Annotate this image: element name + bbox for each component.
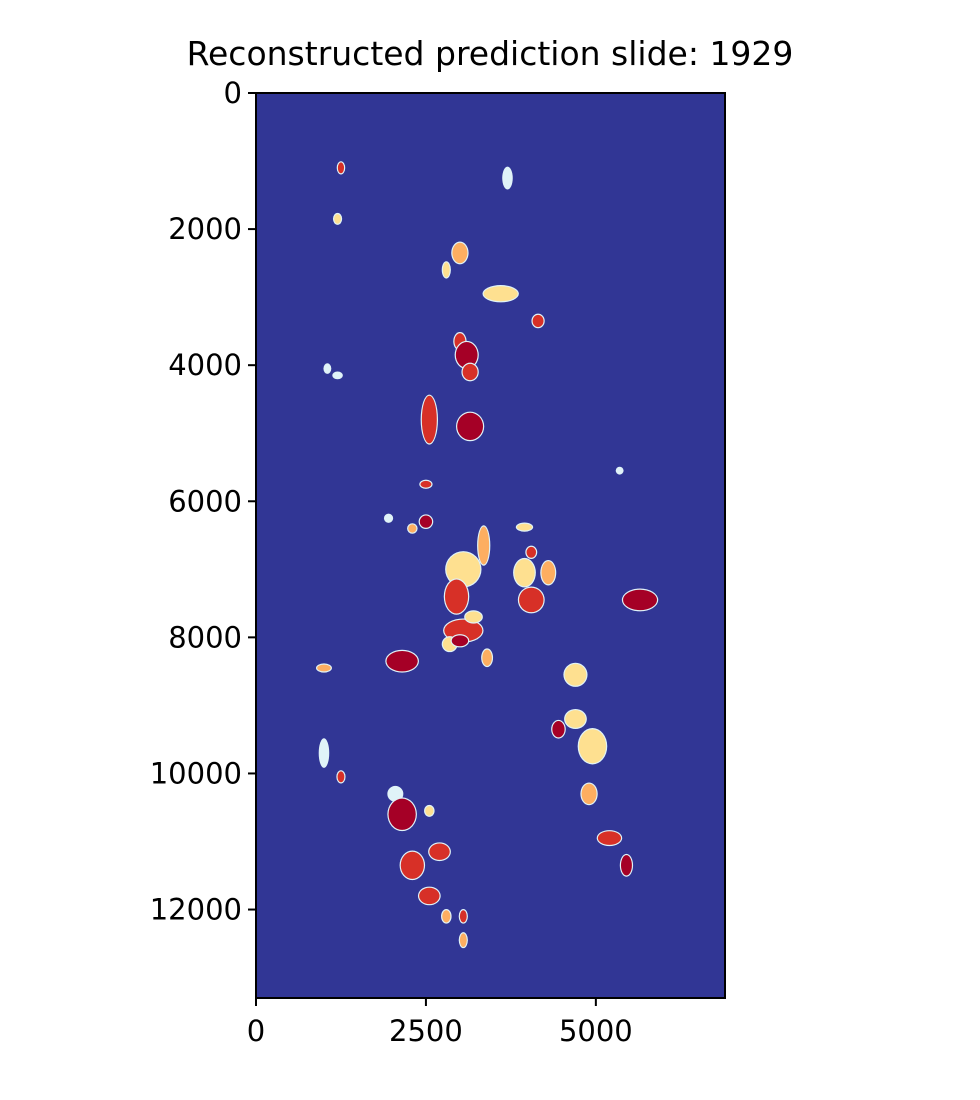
heatmap-region bbox=[420, 480, 432, 488]
y-tick-label: 8000 bbox=[168, 620, 242, 654]
x-axis: 0 2500 5000 bbox=[247, 998, 633, 1048]
heatmap-region bbox=[552, 721, 565, 738]
heatmap-region bbox=[459, 910, 467, 923]
heatmap-region bbox=[578, 729, 607, 764]
heatmap-region bbox=[386, 650, 418, 672]
heatmap-region bbox=[388, 798, 416, 830]
heatmap-region bbox=[444, 579, 469, 614]
heatmap-region bbox=[421, 395, 437, 444]
heatmap-region bbox=[465, 611, 482, 623]
heatmap-region bbox=[503, 167, 512, 189]
heatmap-region bbox=[419, 515, 433, 528]
y-tick-label: 10000 bbox=[150, 756, 242, 790]
heatmap-region bbox=[482, 649, 492, 666]
heatmap-region bbox=[459, 933, 467, 947]
heatmap-region bbox=[455, 342, 478, 368]
chart-title: Reconstructed prediction slide: 1929 bbox=[187, 34, 794, 73]
y-tick-label: 4000 bbox=[168, 348, 242, 382]
heatmap-region bbox=[623, 589, 658, 611]
heatmap-region bbox=[452, 242, 468, 264]
heatmap-region bbox=[597, 831, 622, 845]
heatmap-region bbox=[462, 363, 478, 381]
heatmap-region bbox=[451, 635, 469, 647]
heatmap-region bbox=[333, 372, 342, 379]
heatmap-region bbox=[334, 214, 341, 224]
heatmap-region bbox=[319, 739, 329, 767]
heatmap-region bbox=[400, 851, 424, 879]
y-tick-label: 2000 bbox=[168, 212, 242, 246]
heatmap-region bbox=[616, 467, 623, 474]
heatmap-region bbox=[581, 783, 597, 805]
x-tick-label: 5000 bbox=[559, 1014, 633, 1048]
heatmap-region bbox=[526, 546, 537, 558]
heatmap-region bbox=[483, 286, 518, 302]
heatmap-region bbox=[621, 855, 632, 876]
heatmap-region bbox=[517, 523, 532, 531]
heatmap-region bbox=[337, 771, 345, 783]
heatmap-region bbox=[388, 787, 403, 801]
heatmap-regions bbox=[315, 161, 659, 949]
heatmap-region bbox=[419, 887, 440, 905]
heatmap-region bbox=[385, 514, 392, 522]
y-tick-label: 0 bbox=[224, 76, 242, 110]
heatmap-region bbox=[337, 162, 345, 174]
heatmap-region bbox=[446, 552, 481, 587]
heatmap-region bbox=[429, 843, 450, 860]
heatmap-region bbox=[514, 559, 535, 587]
y-tick-label: 12000 bbox=[150, 893, 242, 927]
heatmap-region bbox=[519, 587, 544, 613]
heatmap-region bbox=[324, 364, 331, 373]
plot-frame bbox=[255, 92, 726, 999]
heatmap-region bbox=[425, 806, 434, 816]
heatmap-region bbox=[565, 710, 586, 728]
heatmap-region bbox=[442, 910, 451, 923]
heatmap-region bbox=[532, 314, 544, 328]
y-axis: 0 2000 4000 6000 8000 10000 12000 bbox=[150, 76, 256, 927]
heatmap-region bbox=[457, 412, 484, 441]
heatmap-region bbox=[564, 663, 587, 686]
heatmap-region bbox=[442, 262, 450, 278]
heatmap-region bbox=[408, 524, 417, 533]
heatmap-background bbox=[256, 93, 725, 998]
x-tick-label: 2500 bbox=[389, 1014, 463, 1048]
heatmap-region bbox=[478, 526, 490, 565]
heatmap-region bbox=[541, 561, 556, 585]
y-tick-label: 6000 bbox=[168, 484, 242, 518]
x-tick-label: 0 bbox=[247, 1014, 265, 1048]
heatmap-region bbox=[317, 664, 331, 672]
